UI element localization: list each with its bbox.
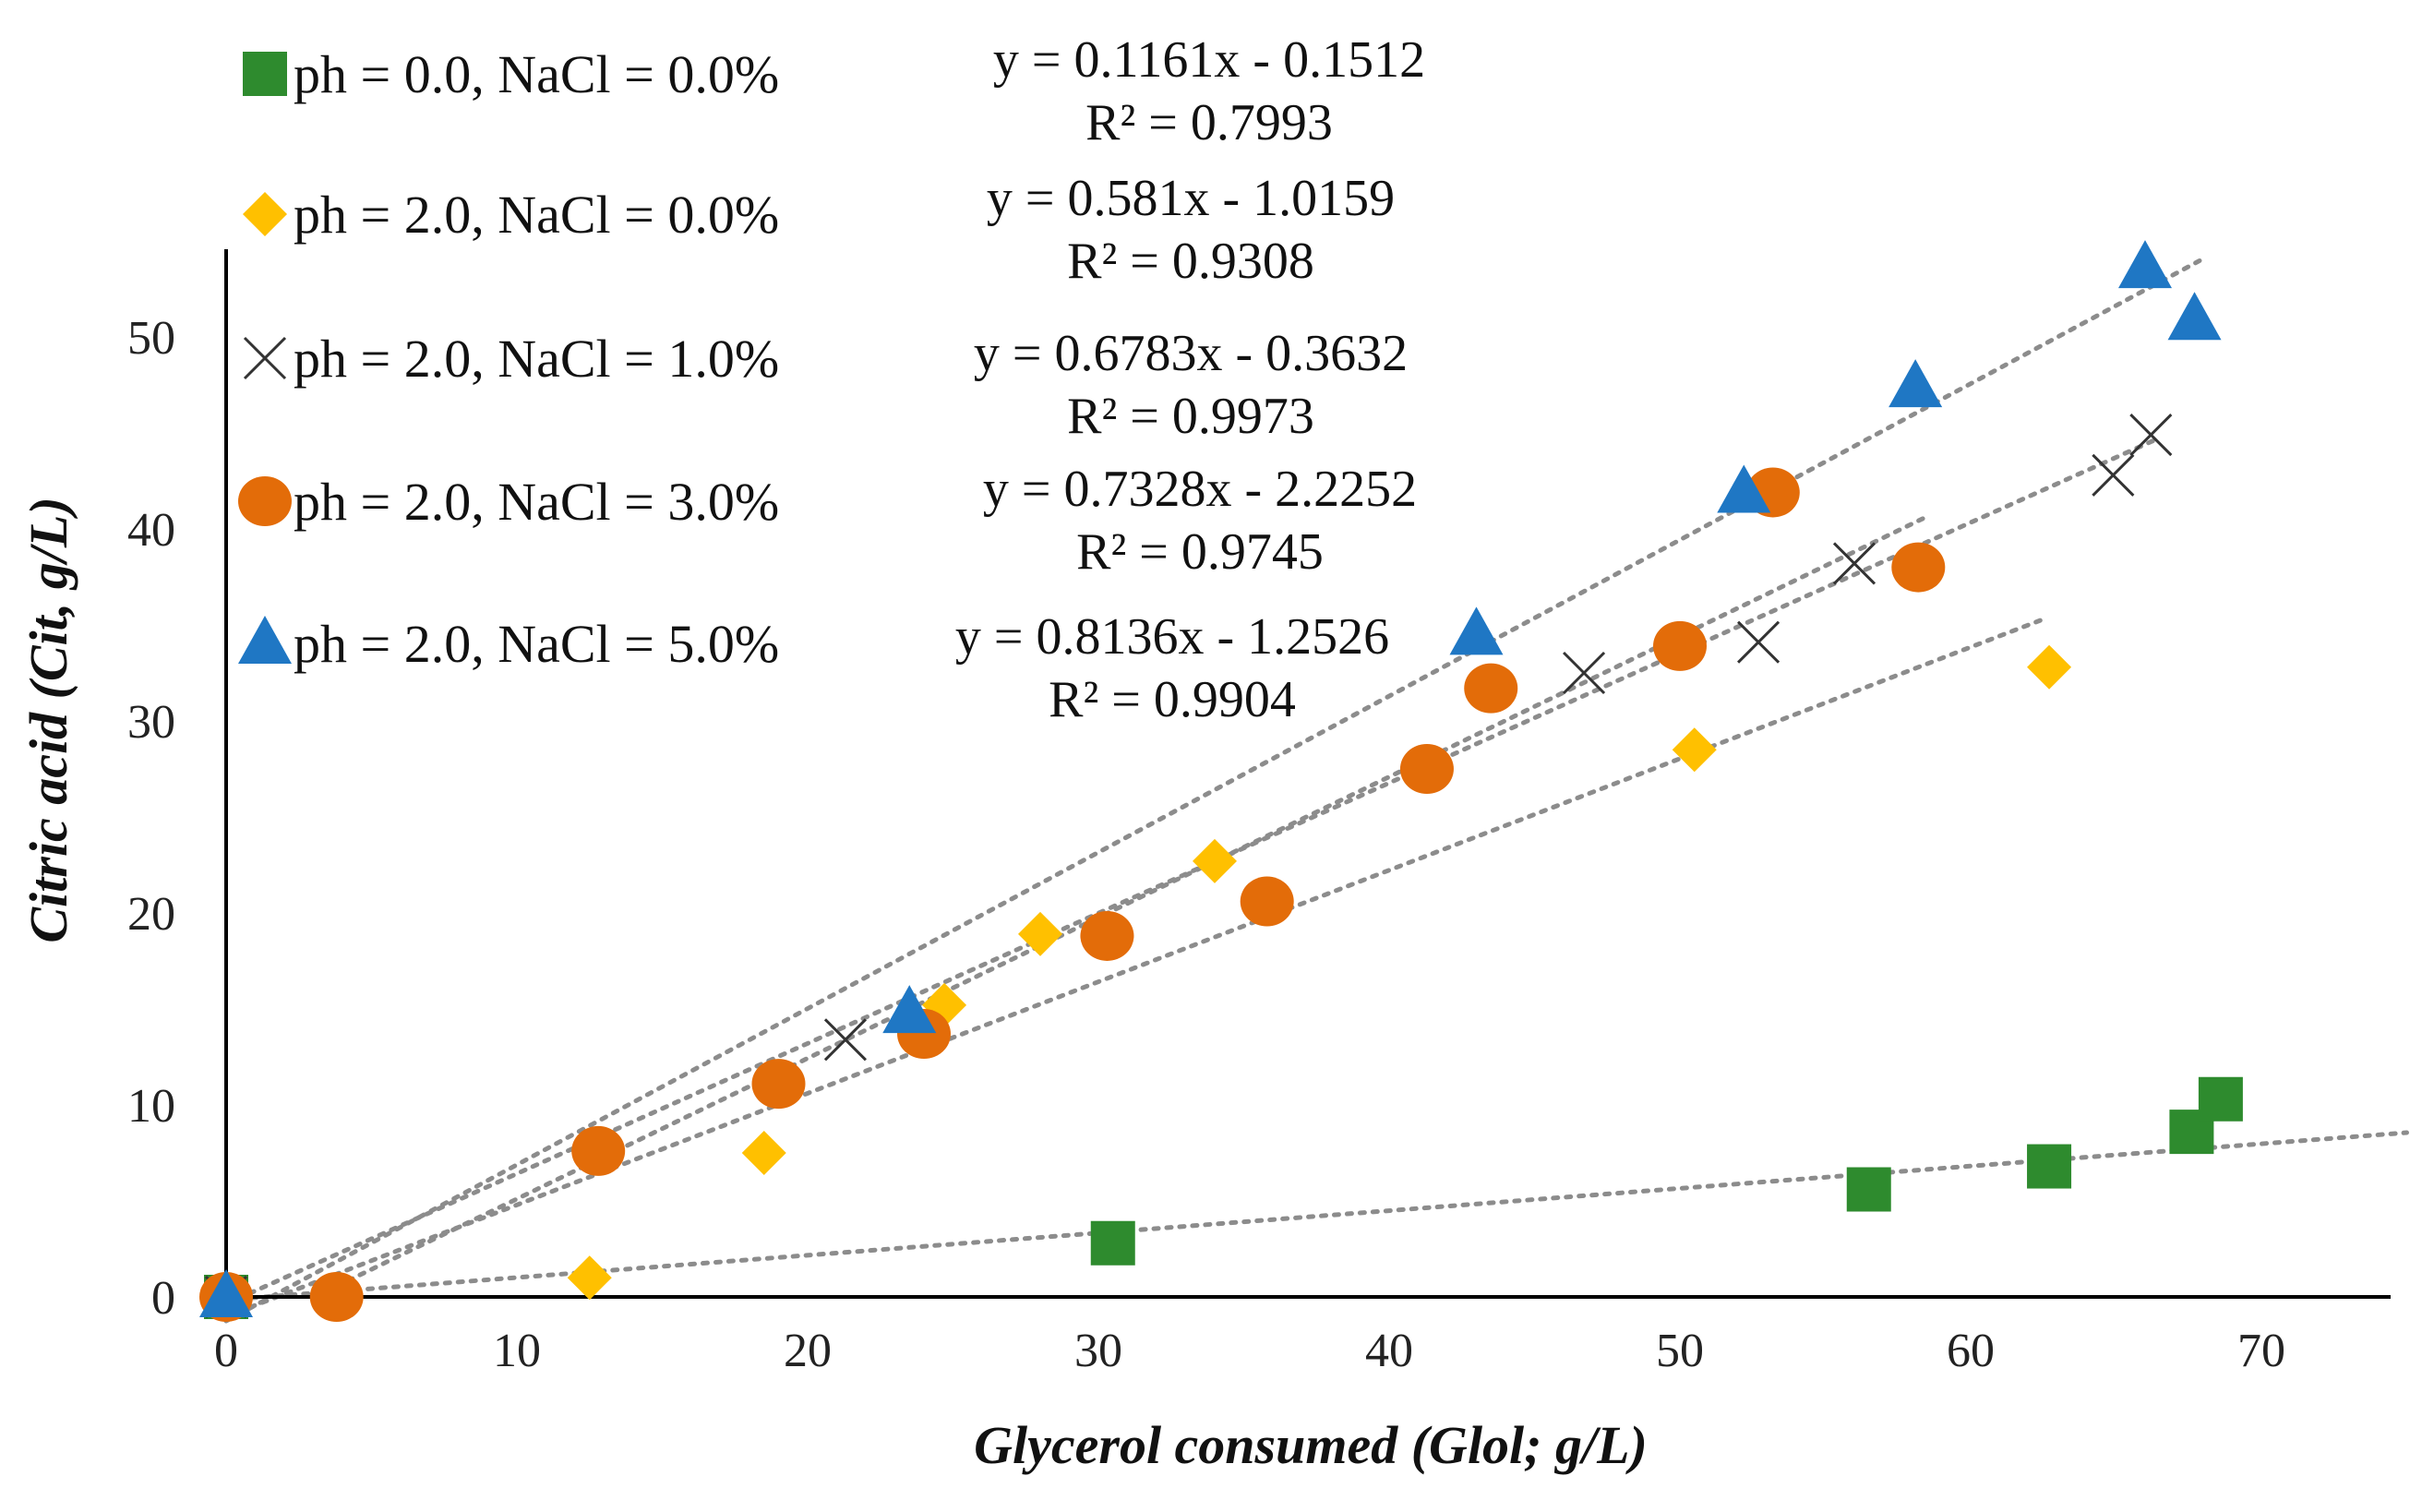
trendline-series-1 (223, 1130, 2409, 1302)
data-point-series-4 (1399, 744, 1454, 794)
y-tick-label: 40 (127, 504, 175, 557)
data-point-series-5 (2118, 240, 2172, 289)
data-point-series-4 (1080, 910, 1134, 961)
x-tick-label: 40 (1365, 1325, 1413, 1377)
r-squared-text: R² = 0.7993 (1085, 94, 1333, 151)
legend-label: ph = 0.0, NaCl = 0.0% (294, 44, 779, 104)
x-tick-label: 10 (493, 1325, 541, 1377)
data-point-series-5 (882, 985, 937, 1034)
trendline-series-2 (223, 617, 2046, 1319)
legend-marker (243, 192, 287, 236)
data-point-series-2 (2027, 644, 2072, 690)
r-squared-text: R² = 0.9308 (1067, 233, 1314, 290)
data-point-series-5 (1888, 359, 1943, 408)
data-points (199, 240, 2243, 1322)
legend-label: ph = 2.0, NaCl = 1.0% (294, 329, 779, 389)
data-point-series-5 (1717, 464, 1771, 513)
y-tick-label: 30 (127, 696, 175, 749)
legend: ph = 0.0, NaCl = 0.0% ph = 2.0, NaCl = 0.… (238, 44, 779, 674)
data-point-series-4 (1240, 876, 1294, 927)
trendline-series-5 (223, 256, 2206, 1324)
legend-marker (238, 616, 292, 664)
trendline-equation: y = 0.581x - 1.0159 R² = 0.9308 (987, 170, 1395, 290)
data-point-series-4 (309, 1272, 364, 1322)
legend-item: ph = 2.0, NaCl = 1.0% (243, 329, 779, 389)
r-squared-text: R² = 0.9904 (1049, 671, 1296, 728)
legend-marker (238, 476, 292, 526)
data-point-series-1 (1846, 1167, 1891, 1212)
data-point-series-2 (1018, 911, 1062, 956)
x-tick-label: 30 (1074, 1325, 1122, 1377)
data-point-series-5 (199, 1269, 253, 1317)
x-tick-label: 70 (2237, 1325, 2285, 1377)
y-axis-title: Citric acid (Cit, g/L) (18, 497, 78, 942)
trendlines (223, 256, 2409, 1324)
r-squared-text: R² = 0.9745 (1076, 523, 1324, 581)
data-point-series-4 (571, 1125, 626, 1176)
legend-marker (243, 336, 287, 380)
data-point-series-3 (2129, 414, 2173, 457)
data-point-series-3 (1562, 651, 1606, 695)
y-tick-labels: 0 10 20 30 40 50 (127, 312, 175, 1325)
data-point-series-3 (2092, 453, 2135, 497)
legend-item: ph = 2.0, NaCl = 5.0% (238, 614, 779, 674)
data-point-series-4 (751, 1059, 806, 1110)
data-point-series-2 (1193, 838, 1237, 883)
equation-text: y = 0.581x - 1.0159 (987, 170, 1395, 227)
equation-text: y = 0.6783x - 0.3632 (974, 325, 1408, 382)
y-tick-label: 20 (127, 888, 175, 941)
data-point-series-1 (2027, 1144, 2072, 1189)
x-tick-label: 50 (1656, 1325, 1704, 1377)
x-tick-label: 20 (784, 1325, 832, 1377)
data-point-series-3 (823, 1018, 868, 1062)
data-point-series-2 (1672, 727, 1717, 773)
data-point-series-1 (2198, 1076, 2243, 1122)
x-tick-label: 60 (1947, 1325, 1995, 1377)
legend-item: ph = 2.0, NaCl = 3.0% (238, 472, 779, 532)
legend-item: ph = 0.0, NaCl = 0.0% (243, 44, 779, 104)
equation-text: y = 0.1161x - 0.1512 (993, 31, 1425, 89)
y-tick-label: 10 (127, 1080, 175, 1133)
x-tick-label: 0 (214, 1325, 238, 1377)
data-point-series-2 (741, 1131, 786, 1175)
legend-label: ph = 2.0, NaCl = 0.0% (294, 185, 779, 245)
equation-text: y = 0.7328x - 2.2252 (983, 461, 1417, 518)
x-tick-labels: 0 10 20 30 40 50 60 70 (214, 1325, 2285, 1377)
y-tick-label: 0 (151, 1272, 175, 1325)
data-point-series-2 (567, 1255, 612, 1301)
legend-label: ph = 2.0, NaCl = 3.0% (294, 472, 779, 532)
data-point-series-5 (1449, 606, 1504, 655)
data-point-series-1 (1090, 1220, 1135, 1266)
legend-label: ph = 2.0, NaCl = 5.0% (294, 614, 779, 674)
r-squared-text: R² = 0.9973 (1067, 388, 1314, 445)
equation-text: y = 0.8136x - 1.2526 (955, 608, 1389, 666)
data-point-series-4 (1464, 663, 1518, 714)
y-tick-label: 50 (127, 312, 175, 365)
x-axis-title: Glycerol consumed (Glol; g/L) (974, 1415, 1648, 1475)
legend-marker (243, 52, 287, 96)
data-point-series-5 (2167, 292, 2222, 341)
data-point-series-3 (1736, 620, 1781, 664)
trendline-equation: y = 0.6783x - 0.3632 R² = 0.9973 (974, 325, 1408, 445)
data-point-series-4 (1891, 542, 1946, 593)
trendline-series-3 (223, 435, 2163, 1307)
data-point-series-4 (1653, 620, 1707, 671)
data-point-series-3 (1832, 542, 1876, 585)
legend-item: ph = 2.0, NaCl = 0.0% (243, 185, 779, 245)
